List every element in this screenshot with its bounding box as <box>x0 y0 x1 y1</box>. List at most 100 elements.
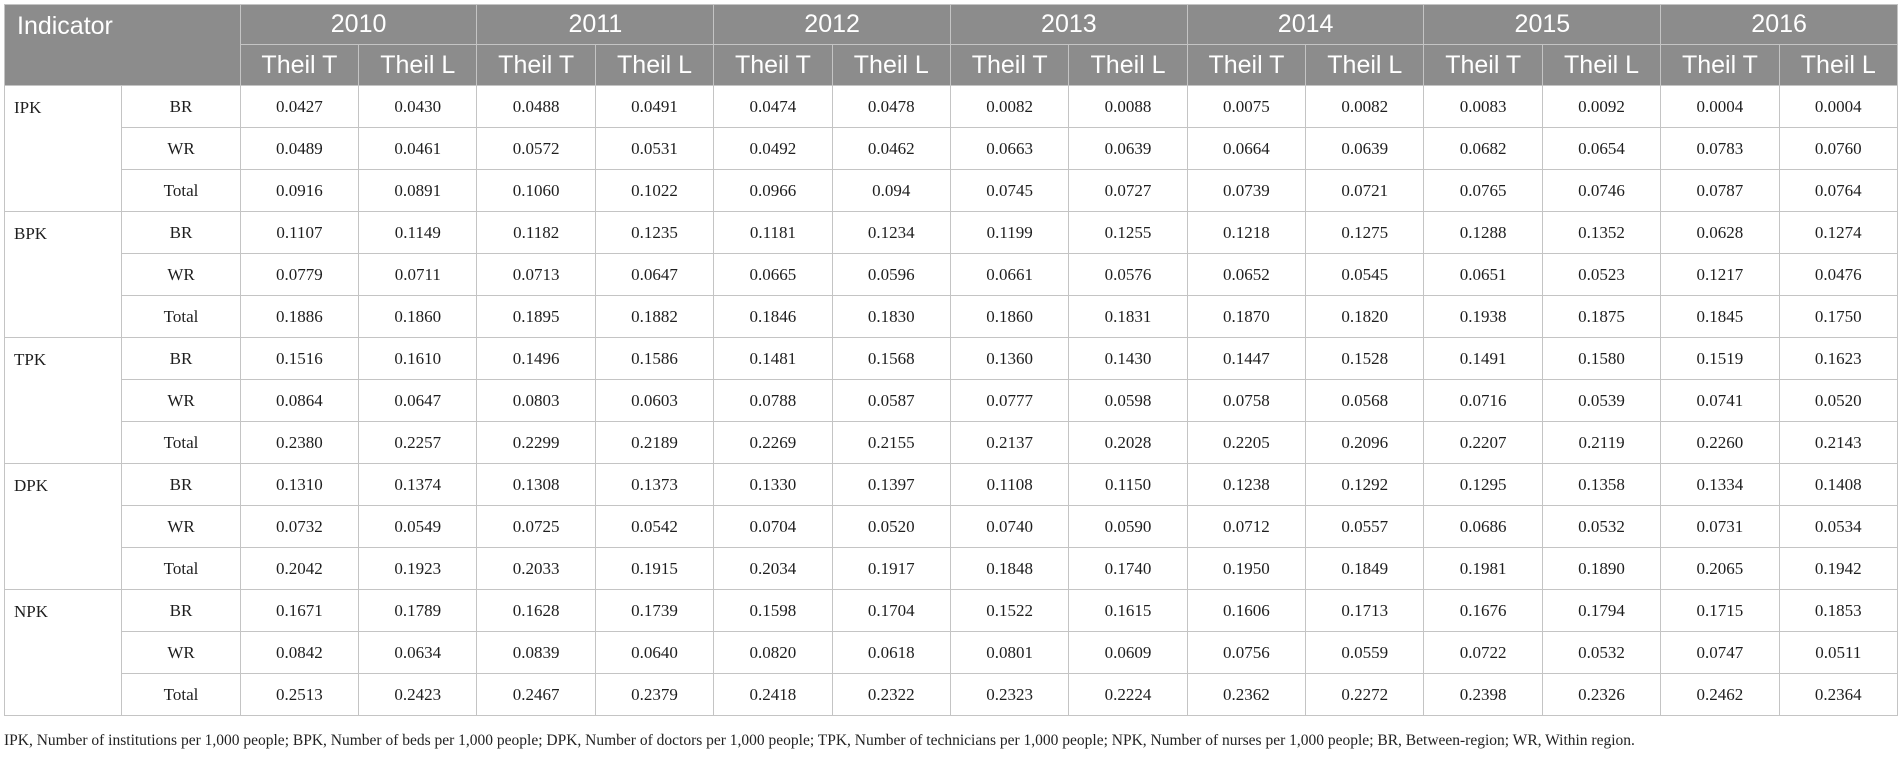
value-cell: 0.0568 <box>1305 379 1425 422</box>
value-cell: 0.1713 <box>1305 589 1425 632</box>
value-cell: 0.1491 <box>1423 337 1543 380</box>
value-cell: 0.1789 <box>358 589 478 632</box>
value-cell: 0.0478 <box>831 85 951 128</box>
table-header: Indicator 2010 2011 2012 2013 2014 2015 2016 T… <box>4 4 1899 86</box>
value-cell: 0.1218 <box>1186 211 1307 254</box>
value-cell: 0.0664 <box>1186 127 1307 170</box>
measure-header: Theil T <box>1660 44 1780 86</box>
value-cell: 0.2260 <box>1660 421 1780 464</box>
value-cell: 0.0891 <box>358 169 478 212</box>
value-cell: 0.0803 <box>476 379 596 422</box>
value-cell: 0.1628 <box>476 589 596 632</box>
value-cell: 0.0488 <box>476 85 596 128</box>
year-header: 2013 <box>949 4 1188 45</box>
year-header: 2012 <box>713 4 951 45</box>
value-cell: 0.1360 <box>949 337 1070 380</box>
value-cell: 0.1274 <box>1778 211 1899 254</box>
table-container: Indicator 2010 2011 2012 2013 2014 2015 2016 T… <box>3 4 1899 716</box>
value-cell: 0.0639 <box>1068 127 1188 170</box>
value-cell: 0.1149 <box>358 211 478 254</box>
measure-header: Theil T <box>949 44 1070 86</box>
table-row: Total 0.2380 0.2257 0.2299 0.2189 0.2269 0.215… <box>5 421 1899 464</box>
value-cell: 0.0732 <box>239 505 360 548</box>
value-cell: 0.0647 <box>358 379 478 422</box>
value-cell: 0.0716 <box>1423 379 1543 422</box>
measure-header: Theil L <box>1068 44 1188 86</box>
value-cell: 0.1676 <box>1423 589 1543 632</box>
table-row: WR 0.0489 0.0461 0.0572 0.0531 0.0492 0.0462 0.… <box>5 127 1899 170</box>
value-cell: 0.0511 <box>1778 631 1899 674</box>
table-row: DPK BR 0.1310 0.1374 0.1308 0.1373 0.1330 0.139… <box>3 463 1899 590</box>
value-cell: 0.1235 <box>594 211 715 254</box>
component-cell: Total <box>121 547 241 590</box>
component-cell: Total <box>121 169 241 212</box>
value-cell: 0.1181 <box>713 211 833 254</box>
year-header: 2011 <box>476 4 715 45</box>
value-cell: 0.1182 <box>476 211 596 254</box>
value-cell: 0.1671 <box>239 589 360 632</box>
value-cell: 0.0916 <box>239 169 360 212</box>
value-cell: 0.1275 <box>1305 211 1425 254</box>
value-cell: 0.1516 <box>239 337 360 380</box>
indicator-cell: TPK <box>3 337 123 464</box>
value-cell: 0.1831 <box>1068 295 1188 338</box>
value-cell: 0.2272 <box>1305 673 1425 716</box>
value-cell: 0.2513 <box>239 673 360 716</box>
table-row: BPK BR 0.1107 0.1149 0.1182 0.1235 0.1181 0.123… <box>3 211 1899 338</box>
value-cell: 0.0765 <box>1423 169 1543 212</box>
value-cell: 0.0764 <box>1778 169 1899 212</box>
value-cell: 0.2269 <box>713 421 833 464</box>
value-cell: 0.0520 <box>831 505 951 548</box>
measure-header: Theil L <box>1778 44 1899 86</box>
value-cell: 0.2155 <box>831 421 951 464</box>
value-cell: 0.0618 <box>831 631 951 674</box>
value-cell: 0.1890 <box>1541 547 1662 590</box>
value-cell: 0.1108 <box>949 463 1070 506</box>
value-cell: 0.2418 <box>713 673 833 716</box>
value-cell: 0.1750 <box>1778 295 1899 338</box>
value-cell: 0.1373 <box>594 463 715 506</box>
value-cell: 0.1853 <box>1778 589 1899 632</box>
value-cell: 0.1739 <box>594 589 715 632</box>
value-cell: 0.0842 <box>239 631 360 674</box>
table-row: IPK BR 0.0427 0.0430 0.0488 0.0491 0.0474 0.047… <box>3 85 1899 212</box>
value-cell: 0.1586 <box>594 337 715 380</box>
value-cell: 0.0427 <box>239 85 360 128</box>
value-cell: 0.2379 <box>594 673 715 716</box>
indicator-cell: IPK <box>3 85 123 212</box>
value-cell: 0.1295 <box>1423 463 1543 506</box>
year-header-row: Indicator 2010 2011 2012 2013 2014 2015 2016 <box>4 4 1898 86</box>
measure-header: Theil L <box>831 44 951 86</box>
component-cell: BR <box>121 337 241 380</box>
value-cell: 0.0741 <box>1660 379 1780 422</box>
value-cell: 0.0572 <box>476 127 596 170</box>
value-cell: 0.0461 <box>358 127 478 170</box>
value-cell: 0.2119 <box>1541 421 1662 464</box>
value-cell: 0.0777 <box>949 379 1070 422</box>
value-cell: 0.0966 <box>713 169 833 212</box>
value-cell: 0.0654 <box>1541 127 1662 170</box>
value-cell: 0.1519 <box>1660 337 1780 380</box>
value-cell: 0.0712 <box>1186 505 1307 548</box>
value-cell: 0.1234 <box>831 211 951 254</box>
value-cell: 0.2207 <box>1423 421 1543 464</box>
value-cell: 0.0004 <box>1660 85 1780 128</box>
component-cell: WR <box>121 505 241 548</box>
component-cell: BR <box>121 589 241 632</box>
value-cell: 0.2423 <box>358 673 478 716</box>
year-header: 2015 <box>1423 4 1662 45</box>
value-cell: 0.1923 <box>358 547 478 590</box>
value-cell: 0.1848 <box>949 547 1070 590</box>
value-cell: 0.2398 <box>1423 673 1543 716</box>
value-cell: 0.1334 <box>1660 463 1780 506</box>
value-cell: 0.2364 <box>1778 673 1899 716</box>
value-cell: 0.0725 <box>476 505 596 548</box>
value-cell: 0.1981 <box>1423 547 1543 590</box>
value-cell: 0.1938 <box>1423 295 1543 338</box>
table-row: WR 0.0842 0.0634 0.0839 0.0640 0.0820 0.0618 0.… <box>5 631 1899 674</box>
value-cell: 0.2034 <box>713 547 833 590</box>
component-cell: BR <box>121 463 241 506</box>
value-cell: 0.0745 <box>949 169 1070 212</box>
table-row: Total 0.2513 0.2423 0.2467 0.2379 0.2418 0.232… <box>5 673 1899 716</box>
value-cell: 0.0474 <box>713 85 833 128</box>
